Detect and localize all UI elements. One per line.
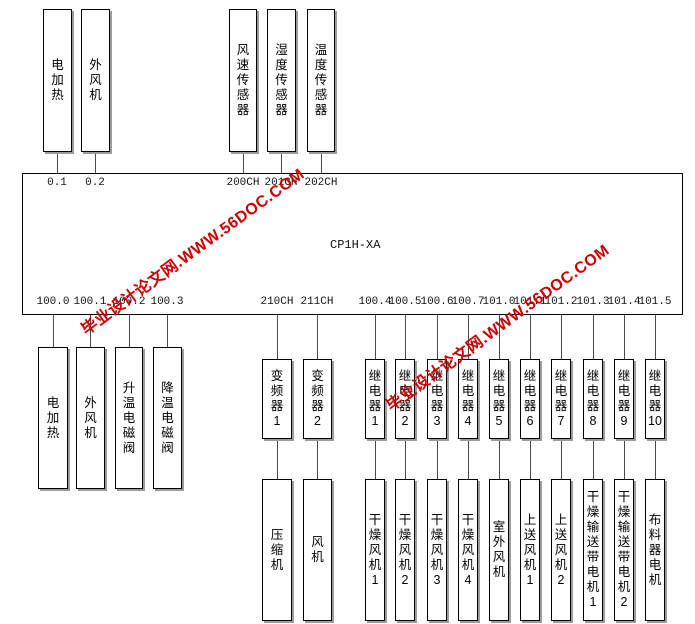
connector-line — [243, 152, 244, 173]
port-label: 200CH — [226, 177, 260, 189]
connector-line — [655, 315, 656, 359]
connector-line — [530, 315, 531, 359]
port-label: 100.6 — [420, 296, 454, 308]
plc-module-box: CP1H-XA — [22, 173, 683, 315]
connector-line — [57, 152, 58, 173]
connector-line — [499, 315, 500, 359]
connector-line — [95, 152, 96, 173]
port-label: 101.2 — [544, 296, 578, 308]
driver-box: 继电器 10 — [645, 359, 665, 439]
input-device-box: 温度传感器 — [307, 9, 335, 152]
port-label: 201CH — [264, 177, 298, 189]
connector-line — [129, 315, 130, 347]
connector-line — [277, 439, 278, 479]
connector-line — [375, 315, 376, 359]
port-label: 202CH — [304, 177, 338, 189]
port-label: 100.0 — [36, 296, 70, 308]
connector-line — [468, 315, 469, 359]
load-box: 室外风机 — [489, 479, 509, 621]
connector-line — [405, 315, 406, 359]
connector-line — [317, 315, 318, 359]
connector-line — [281, 152, 282, 173]
connector-line — [624, 439, 625, 479]
port-label: 210CH — [260, 296, 294, 308]
port-label: 100.1 — [73, 296, 107, 308]
output-device-box: 外风机 — [76, 347, 105, 489]
connector-line — [375, 439, 376, 479]
port-label: 101.4 — [607, 296, 641, 308]
port-label: 100.7 — [451, 296, 485, 308]
port-label: 0.1 — [47, 177, 67, 189]
port-label: 100.4 — [358, 296, 392, 308]
port-label: 101.0 — [482, 296, 516, 308]
connector-line — [561, 439, 562, 479]
output-device-box: 降温电磁阀 — [153, 347, 182, 489]
connector-line — [561, 315, 562, 359]
port-label: 211CH — [300, 296, 334, 308]
connector-line — [530, 439, 531, 479]
connector-line — [468, 439, 469, 479]
load-box: 布料器电机 — [645, 479, 665, 621]
connector-line — [437, 315, 438, 359]
connector-line — [317, 439, 318, 479]
connector-line — [593, 315, 594, 359]
connector-line — [437, 439, 438, 479]
connector-line — [624, 315, 625, 359]
connector-line — [53, 315, 54, 347]
load-box: 压缩机 — [262, 479, 292, 621]
connector-line — [405, 439, 406, 479]
input-device-box: 外风机 — [81, 9, 110, 152]
port-label: 100.3 — [150, 296, 184, 308]
connector-line — [593, 439, 594, 479]
output-device-box: 升温电磁阀 — [115, 347, 143, 489]
connector-line — [90, 315, 91, 347]
port-label: 100.5 — [388, 296, 422, 308]
input-device-box: 电加热 — [43, 9, 72, 152]
input-device-box: 湿度传感器 — [267, 9, 296, 152]
connector-line — [655, 439, 656, 479]
port-label: 101.5 — [638, 296, 672, 308]
port-label: 101.3 — [576, 296, 610, 308]
port-label: 101.1 — [513, 296, 547, 308]
connector-line — [167, 315, 168, 347]
output-device-box: 电加热 — [38, 347, 68, 489]
port-label: 100.2 — [112, 296, 146, 308]
connector-line — [277, 315, 278, 359]
plc-model-label: CP1H-XA — [330, 238, 381, 252]
load-box: 风机 — [303, 479, 332, 621]
port-label: 0.2 — [85, 177, 105, 189]
connector-line — [321, 152, 322, 173]
input-device-box: 风速传感器 — [229, 9, 257, 152]
connector-line — [499, 439, 500, 479]
